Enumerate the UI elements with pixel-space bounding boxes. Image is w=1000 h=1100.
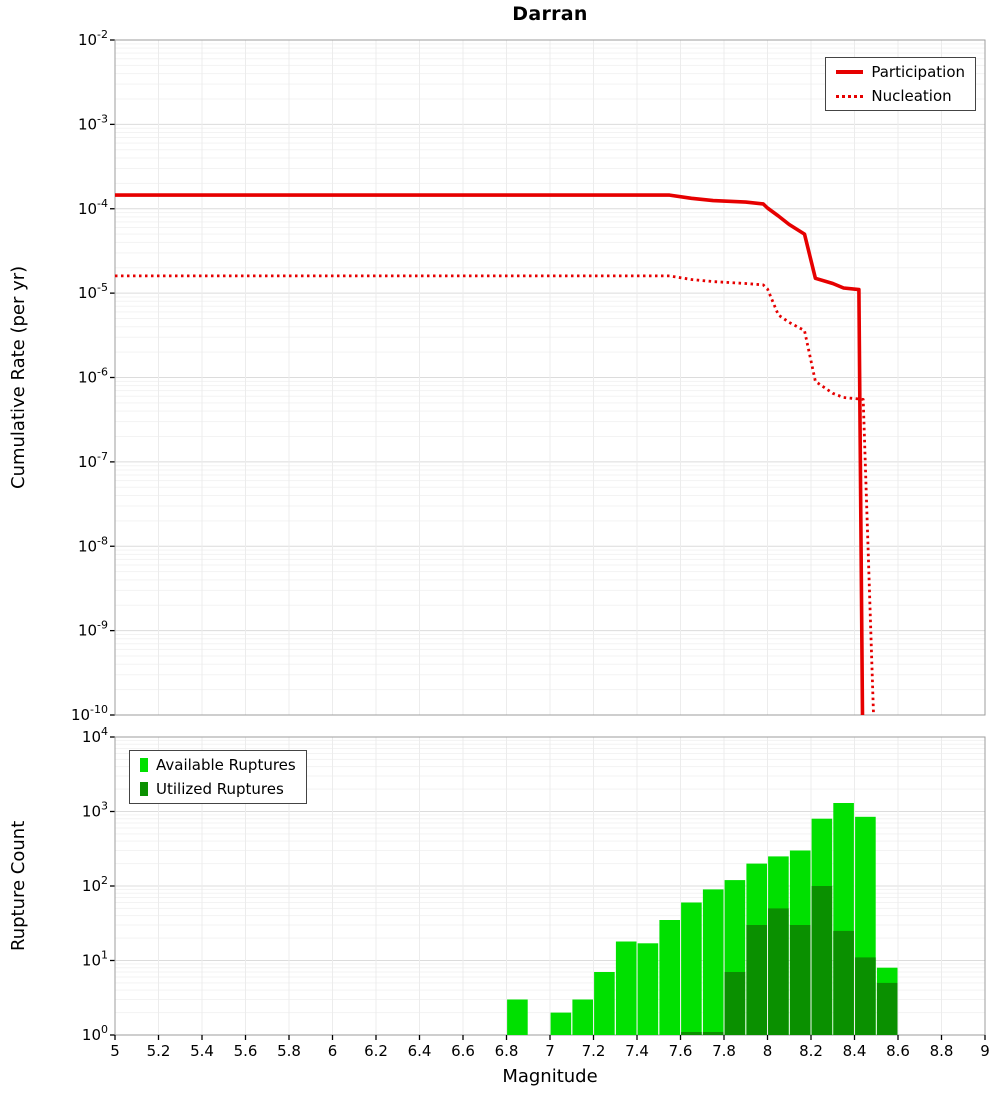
svg-text:5.8: 5.8 [277, 1042, 301, 1060]
participation-line-swatch [836, 70, 864, 74]
svg-text:6: 6 [328, 1042, 338, 1060]
svg-text:6.2: 6.2 [364, 1042, 388, 1060]
svg-text:103: 103 [82, 800, 108, 821]
svg-text:10-3: 10-3 [78, 112, 108, 133]
svg-text:7.2: 7.2 [582, 1042, 606, 1060]
legend-entry-nucleation: Nucleation [836, 87, 965, 105]
utilized-bar [768, 908, 789, 1035]
utilized-bar [855, 957, 876, 1035]
nucleation-line [115, 274, 875, 715]
top-panel-y-ticks: 10-2 10-3 10-4 10-5 10-6 10-7 10-8 10-9 10-10 [71, 28, 115, 724]
utilized-bar [876, 982, 898, 1035]
participation-label: Participation [871, 63, 965, 81]
svg-text:10-8: 10-8 [78, 534, 108, 555]
svg-text:102: 102 [82, 874, 108, 895]
svg-text:104: 104 [82, 725, 108, 746]
svg-text:5.4: 5.4 [190, 1042, 214, 1060]
utilized-bar [724, 972, 746, 1035]
available-bar [550, 1012, 572, 1035]
available-bar [507, 999, 528, 1035]
available-ruptures-swatch [140, 758, 148, 772]
svg-text:6.4: 6.4 [408, 1042, 432, 1060]
svg-text:10-7: 10-7 [78, 450, 108, 471]
svg-text:10-10: 10-10 [71, 703, 108, 724]
svg-text:7: 7 [545, 1042, 555, 1060]
available-bar [615, 941, 637, 1035]
utilized-ruptures-swatch [140, 782, 148, 796]
svg-text:7.4: 7.4 [625, 1042, 649, 1060]
svg-text:5.6: 5.6 [234, 1042, 258, 1060]
svg-text:10-9: 10-9 [78, 619, 108, 640]
rate-legend: Participation Nucleation [825, 57, 976, 111]
chart-title: Darran [512, 3, 588, 25]
svg-text:6.8: 6.8 [495, 1042, 519, 1060]
svg-text:8.6: 8.6 [886, 1042, 910, 1060]
x-axis-label: Magnitude [502, 1066, 598, 1087]
count-legend: Available Ruptures Utilized Ruptures [129, 750, 307, 804]
svg-text:5.2: 5.2 [147, 1042, 171, 1060]
top-panel-vertical-grid [114, 40, 986, 715]
utilized-ruptures-label: Utilized Ruptures [156, 780, 284, 798]
svg-text:8.2: 8.2 [799, 1042, 823, 1060]
svg-text:9: 9 [980, 1042, 990, 1060]
utilized-bar [833, 930, 854, 1035]
svg-text:10-2: 10-2 [78, 28, 108, 49]
svg-text:7.6: 7.6 [669, 1042, 693, 1060]
available-bar [659, 920, 680, 1035]
legend-entry-utilized: Utilized Ruptures [140, 780, 296, 798]
utilized-bar [811, 886, 833, 1035]
svg-text:10-4: 10-4 [78, 197, 108, 218]
svg-text:8.4: 8.4 [843, 1042, 867, 1060]
svg-text:10-6: 10-6 [78, 366, 108, 387]
utilized-bar [746, 925, 767, 1035]
svg-text:10-5: 10-5 [78, 281, 108, 302]
x-axis-ticks: 5 5.2 5.4 5.6 5.8 6 6.2 6.4 6.6 6.8 7 7.2 7.4 7.6 7.8 8… [110, 1035, 990, 1060]
top-panel-border [114, 39, 986, 716]
bottom-panel-y-ticks: 100 101 102 103 104 [82, 725, 115, 1044]
svg-text:7.8: 7.8 [712, 1042, 736, 1060]
svg-text:101: 101 [82, 949, 108, 970]
nucleation-label: Nucleation [871, 87, 952, 105]
nucleation-line-swatch [836, 94, 864, 98]
participation-line [115, 193, 865, 715]
utilized-bar [702, 1032, 724, 1035]
legend-entry-available: Available Ruptures [140, 756, 296, 774]
legend-entry-participation: Participation [836, 63, 965, 81]
utilized-bar [681, 1032, 702, 1035]
svg-text:100: 100 [82, 1023, 108, 1044]
available-bar [572, 999, 593, 1035]
utilized-bar [789, 925, 811, 1035]
available-bar [594, 972, 615, 1035]
utilized-ruptures-bars [681, 886, 898, 1035]
available-bar [681, 902, 702, 1035]
available-bar [702, 889, 724, 1035]
svg-text:6.6: 6.6 [451, 1042, 475, 1060]
available-bar [637, 943, 659, 1035]
svg-text:5: 5 [110, 1042, 120, 1060]
available-ruptures-label: Available Ruptures [156, 756, 296, 774]
svg-text:8.8: 8.8 [930, 1042, 954, 1060]
svg-text:8: 8 [763, 1042, 773, 1060]
